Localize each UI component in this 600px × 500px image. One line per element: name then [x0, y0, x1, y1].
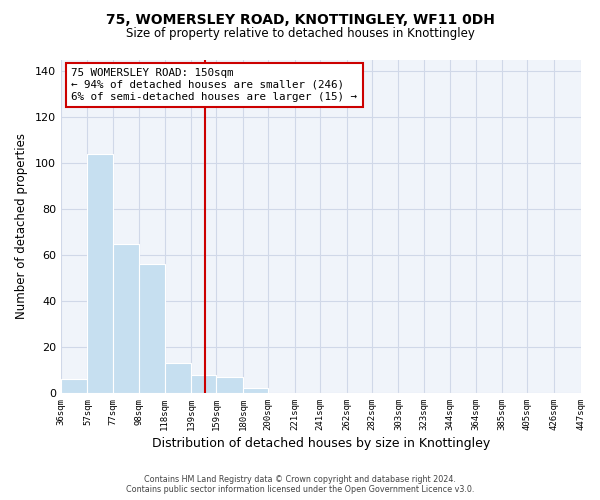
Text: Size of property relative to detached houses in Knottingley: Size of property relative to detached ho…: [125, 28, 475, 40]
Bar: [164, 363, 191, 393]
X-axis label: Distribution of detached houses by size in Knottingley: Distribution of detached houses by size …: [152, 437, 490, 450]
Y-axis label: Number of detached properties: Number of detached properties: [15, 134, 28, 320]
Bar: [139, 264, 164, 393]
Bar: [113, 244, 139, 393]
Text: 75, WOMERSLEY ROAD, KNOTTINGLEY, WF11 0DH: 75, WOMERSLEY ROAD, KNOTTINGLEY, WF11 0D…: [106, 12, 494, 26]
Bar: [61, 379, 88, 393]
Bar: [191, 374, 217, 393]
Bar: [88, 154, 113, 393]
Text: Contains HM Land Registry data © Crown copyright and database right 2024.
Contai: Contains HM Land Registry data © Crown c…: [126, 474, 474, 494]
Bar: [217, 377, 243, 393]
Text: 75 WOMERSLEY ROAD: 150sqm
← 94% of detached houses are smaller (246)
6% of semi-: 75 WOMERSLEY ROAD: 150sqm ← 94% of detac…: [71, 68, 358, 102]
Bar: [243, 388, 268, 393]
Bar: [581, 390, 600, 393]
